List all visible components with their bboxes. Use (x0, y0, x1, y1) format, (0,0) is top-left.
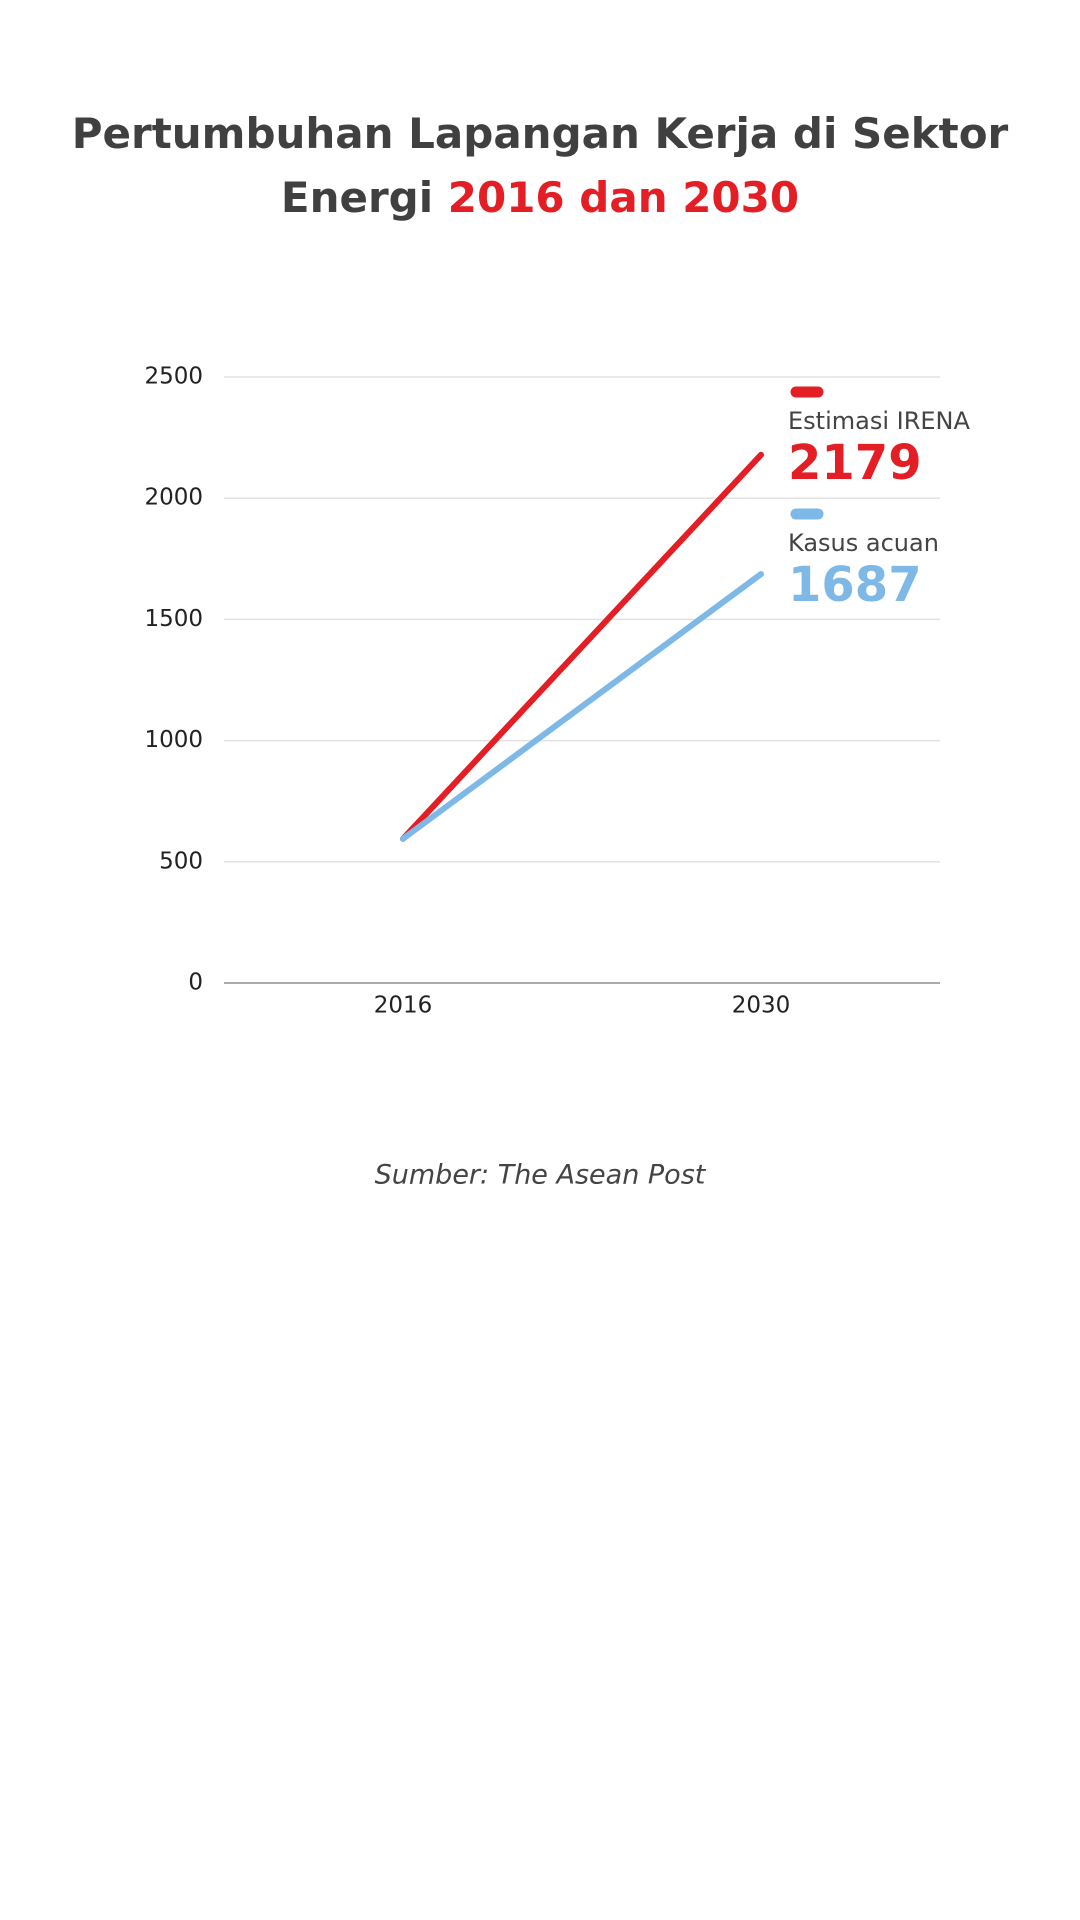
x-tick-label: 2030 (732, 993, 791, 1019)
series-line (400, 451, 764, 842)
value-label: 2179 (788, 435, 922, 491)
title-text: Pertumbuhan Lapangan Kerja di Sektor Ene… (71, 109, 1009, 222)
y-tick-label: 500 (159, 848, 203, 874)
series-line (400, 571, 764, 842)
y-tick-label: 2500 (144, 364, 203, 390)
source: Sumber: The Asean Post (375, 1160, 707, 1191)
x-tick-label: 2016 (374, 993, 433, 1019)
y-tick-label: 2000 (144, 485, 203, 511)
legend-label: Estimasi IRENA (788, 407, 971, 435)
y-tick-label: 1500 (144, 606, 203, 632)
legend-label: Kasus acuan (788, 529, 939, 557)
chart-title: Pertumbuhan Lapangan Kerja di Sektor Ene… (60, 102, 1020, 230)
value-label: 1687 (788, 557, 922, 613)
y-tick-label: 0 (188, 970, 203, 996)
y-tick-label: 1000 (144, 727, 203, 753)
title-highlight: 2016 dan 2030 (447, 173, 800, 222)
